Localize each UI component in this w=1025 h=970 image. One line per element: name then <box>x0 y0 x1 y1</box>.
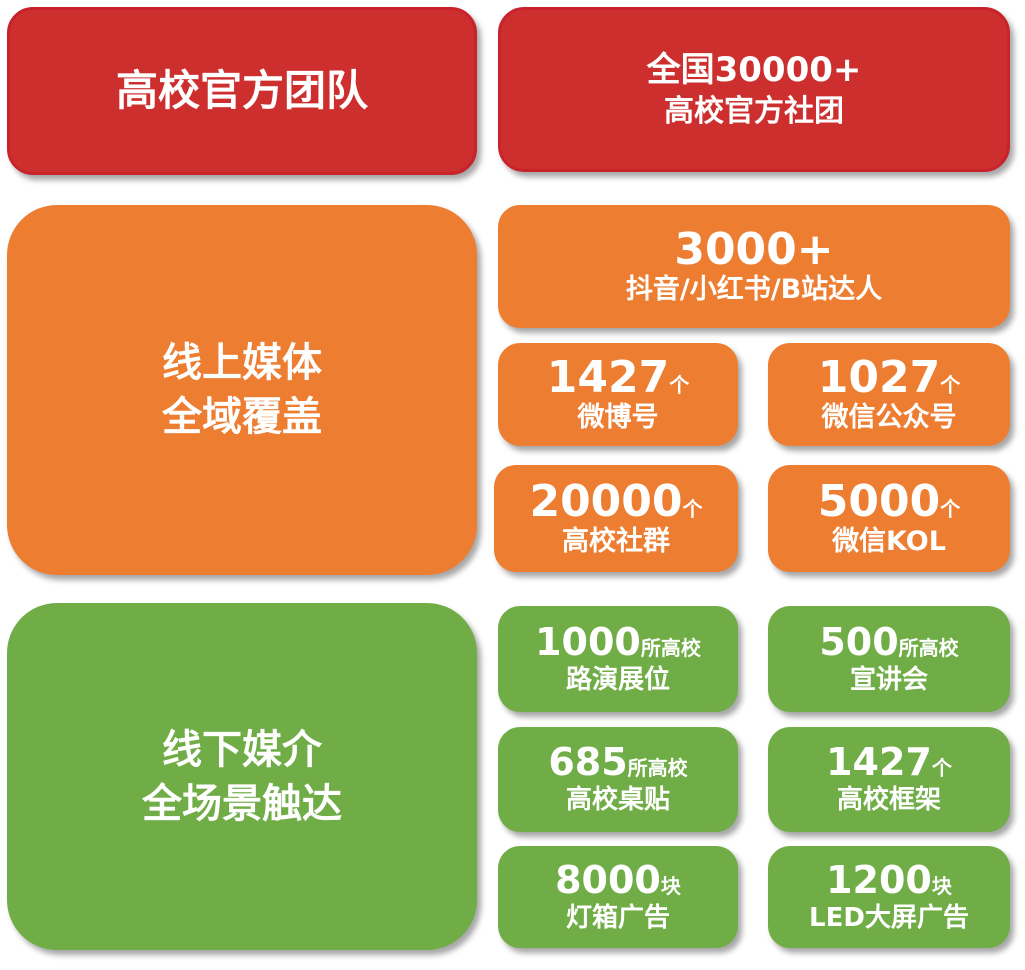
offline-title-line2: 全场景触达 <box>142 780 342 827</box>
kol-label: 抖音/小红书/B站达人 <box>625 273 883 305</box>
stat-label: 宣讲会 <box>849 664 928 695</box>
stat-label: LED大屏广告 <box>809 902 969 933</box>
stat-unit: 所高校 <box>640 635 701 660</box>
kol-number: 3000+ <box>674 223 834 275</box>
online-stat-card: 1027个 微信公众号 <box>768 343 1010 446</box>
offline-stat-card: 1200块 LED大屏广告 <box>768 846 1010 948</box>
stat-unit: 个 <box>940 372 961 397</box>
stat-label: 高校框架 <box>836 785 941 816</box>
stat-unit: 块 <box>660 873 681 898</box>
offline-stat-card: 500所高校 宣讲会 <box>768 606 1010 712</box>
online-stat-card: 20000个 高校社群 <box>494 465 738 572</box>
stat-unit: 所高校 <box>627 756 688 781</box>
stat-number: 20000 <box>529 475 683 527</box>
stat-unit: 个 <box>931 756 952 781</box>
offline-title-card: 线下媒介 全场景触达 <box>7 603 477 950</box>
stat-label: 微博号 <box>577 401 659 433</box>
stat-number: 1027 <box>817 351 941 403</box>
stat-number: 500 <box>819 619 899 664</box>
stat-label: 微信KOL <box>832 525 946 557</box>
online-kol-card: 3000+ 抖音/小红书/B站达人 <box>498 205 1010 328</box>
stat-number: 1427 <box>826 740 932 785</box>
stat-number: 1427 <box>546 351 670 403</box>
stat-number: 8000 <box>555 857 661 902</box>
online-stat-card: 1427个 微博号 <box>498 343 738 446</box>
stat-number: 685 <box>548 740 628 785</box>
team-stat-card: 全国30000+ 高校官方社团 <box>498 7 1010 172</box>
stat-unit: 块 <box>931 873 952 898</box>
stat-number: 1000 <box>535 619 641 664</box>
team-title: 高校官方团队 <box>115 65 368 115</box>
offline-stat-card: 1000所高校 路演展位 <box>498 606 738 712</box>
online-title-line2: 全域覆盖 <box>162 394 322 440</box>
offline-stat-card: 1427个 高校框架 <box>768 727 1010 832</box>
offline-stat-card: 685所高校 高校桌贴 <box>498 727 738 832</box>
team-title-card: 高校官方团队 <box>7 7 477 175</box>
stat-label: 路演展位 <box>565 664 670 695</box>
stat-unit: 个 <box>940 496 961 521</box>
stat-label: 微信公众号 <box>821 401 957 433</box>
team-stat-line1: 全国30000+ <box>646 49 862 90</box>
stat-unit: 所高校 <box>898 635 959 660</box>
stat-number: 5000 <box>817 475 941 527</box>
stat-label: 高校社群 <box>562 525 670 557</box>
online-stat-card: 5000个 微信KOL <box>768 465 1010 572</box>
online-title-card: 线上媒体 全域覆盖 <box>7 205 477 575</box>
stat-number: 1200 <box>826 857 932 902</box>
online-title-line1: 线上媒体 <box>162 340 322 386</box>
offline-stat-card: 8000块 灯箱广告 <box>498 846 738 948</box>
offline-title-line1: 线下媒介 <box>162 726 322 773</box>
stat-unit: 个 <box>682 496 703 521</box>
team-stat-line2: 高校官方社团 <box>664 94 844 130</box>
stat-label: 灯箱广告 <box>565 902 670 933</box>
stat-label: 高校桌贴 <box>565 785 670 816</box>
stat-unit: 个 <box>669 372 690 397</box>
